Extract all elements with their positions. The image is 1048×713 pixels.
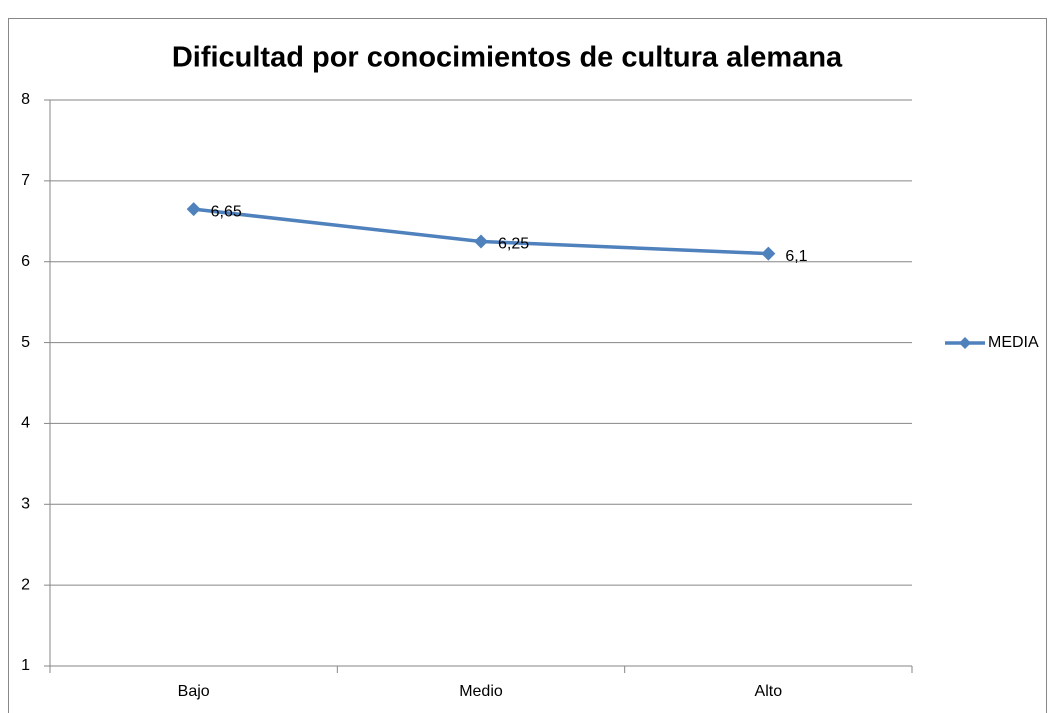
data-point: [761, 246, 776, 261]
legend-label: MEDIA: [988, 334, 1039, 351]
data-point: [474, 234, 488, 249]
y-tick-label: 3: [21, 496, 30, 513]
chart-title: Dificultad por conocimientos de cultura …: [172, 42, 843, 74]
y-tick-label: 8: [21, 91, 30, 108]
data-label: 6,1: [785, 248, 807, 265]
y-tick-label: 7: [21, 172, 30, 189]
y-tick-label: 6: [21, 253, 30, 270]
y-tick-label: 2: [21, 576, 30, 593]
legend-marker: [959, 337, 971, 349]
data-label: 6,25: [498, 236, 529, 253]
y-tick-label: 5: [21, 334, 30, 351]
x-tick-label: Alto: [755, 683, 783, 700]
chart-border: [8, 18, 1047, 713]
data-point: [186, 202, 201, 217]
y-tick-label: 1: [21, 657, 30, 674]
x-tick-label: Bajo: [178, 683, 210, 700]
data-label: 6,65: [211, 203, 242, 220]
y-tick-label: 4: [21, 415, 30, 432]
x-tick-label: Medio: [459, 683, 503, 700]
